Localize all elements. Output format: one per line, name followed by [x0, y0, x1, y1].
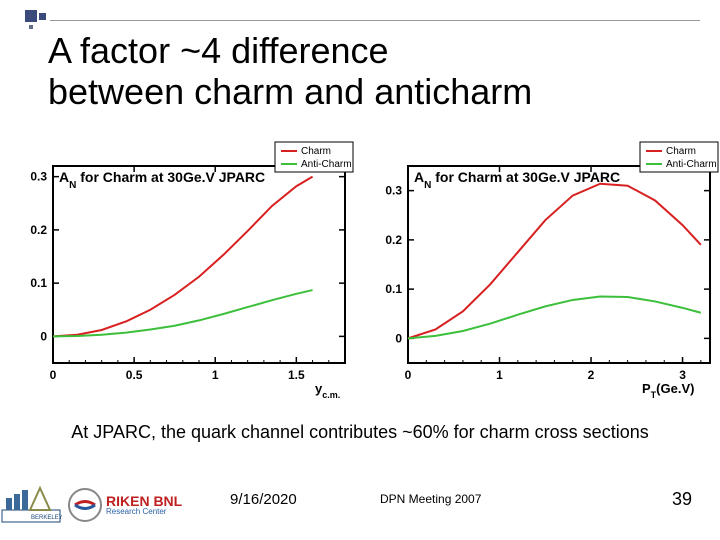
charts-row: 00.511.500.10.20.3AN for Charm at 30Ge.V… — [0, 130, 720, 410]
lbnl-logo-icon: BERKELEY LAB — [0, 484, 62, 526]
slide-title: A factor ~4 difference between charm and… — [48, 30, 532, 113]
chart-left: 00.511.500.10.20.3AN for Charm at 30Ge.V… — [0, 130, 360, 410]
svg-text:0: 0 — [405, 368, 412, 382]
slide-number: 39 — [672, 489, 692, 510]
top-divider — [50, 20, 700, 21]
svg-text:2: 2 — [588, 368, 595, 382]
svg-text:1: 1 — [496, 368, 503, 382]
riken-name: RIKEN BNL — [106, 494, 182, 508]
svg-text:PT(Ge.V): PT(Ge.V) — [642, 381, 694, 400]
svg-text:1.5: 1.5 — [288, 368, 305, 382]
svg-text:3: 3 — [679, 368, 686, 382]
svg-text:Charm: Charm — [301, 146, 331, 157]
footer: BERKELEY LAB RIKEN BNL Research Center 9… — [0, 482, 720, 528]
footer-meeting: DPN Meeting 2007 — [380, 492, 481, 506]
svg-text:BERKELEY LAB: BERKELEY LAB — [31, 515, 62, 521]
title-line-2: between charm and anticharm — [48, 71, 532, 112]
svg-text:0.2: 0.2 — [30, 222, 47, 236]
svg-text:Charm: Charm — [666, 146, 696, 157]
title-line-1: A factor ~4 difference — [48, 30, 532, 71]
corner-accent-icon — [25, 10, 47, 32]
svg-text:0: 0 — [395, 331, 402, 345]
svg-text:Anti-Charm: Anti-Charm — [666, 159, 717, 170]
riken-sub: Research Center — [106, 508, 182, 516]
svg-text:0.1: 0.1 — [385, 282, 402, 296]
caption-text: At JPARC, the quark channel contributes … — [0, 422, 720, 443]
slide: A factor ~4 difference between charm and… — [0, 0, 720, 540]
svg-text:0.2: 0.2 — [385, 232, 402, 246]
svg-text:Anti-Charm: Anti-Charm — [301, 159, 352, 170]
svg-text:yc.m.: yc.m. — [315, 381, 340, 400]
chart-right: 012300.10.20.3AN for Charm at 30Ge.V JPA… — [360, 130, 720, 410]
svg-text:0.3: 0.3 — [30, 169, 47, 183]
svg-text:0.1: 0.1 — [30, 276, 47, 290]
svg-text:0: 0 — [50, 368, 57, 382]
riken-bnl-logo: RIKEN BNL Research Center — [68, 488, 182, 522]
svg-text:1: 1 — [212, 368, 219, 382]
svg-text:0.5: 0.5 — [126, 368, 143, 382]
svg-text:0.3: 0.3 — [385, 183, 402, 197]
footer-date: 9/16/2020 — [230, 491, 297, 508]
svg-text:0: 0 — [40, 329, 47, 343]
